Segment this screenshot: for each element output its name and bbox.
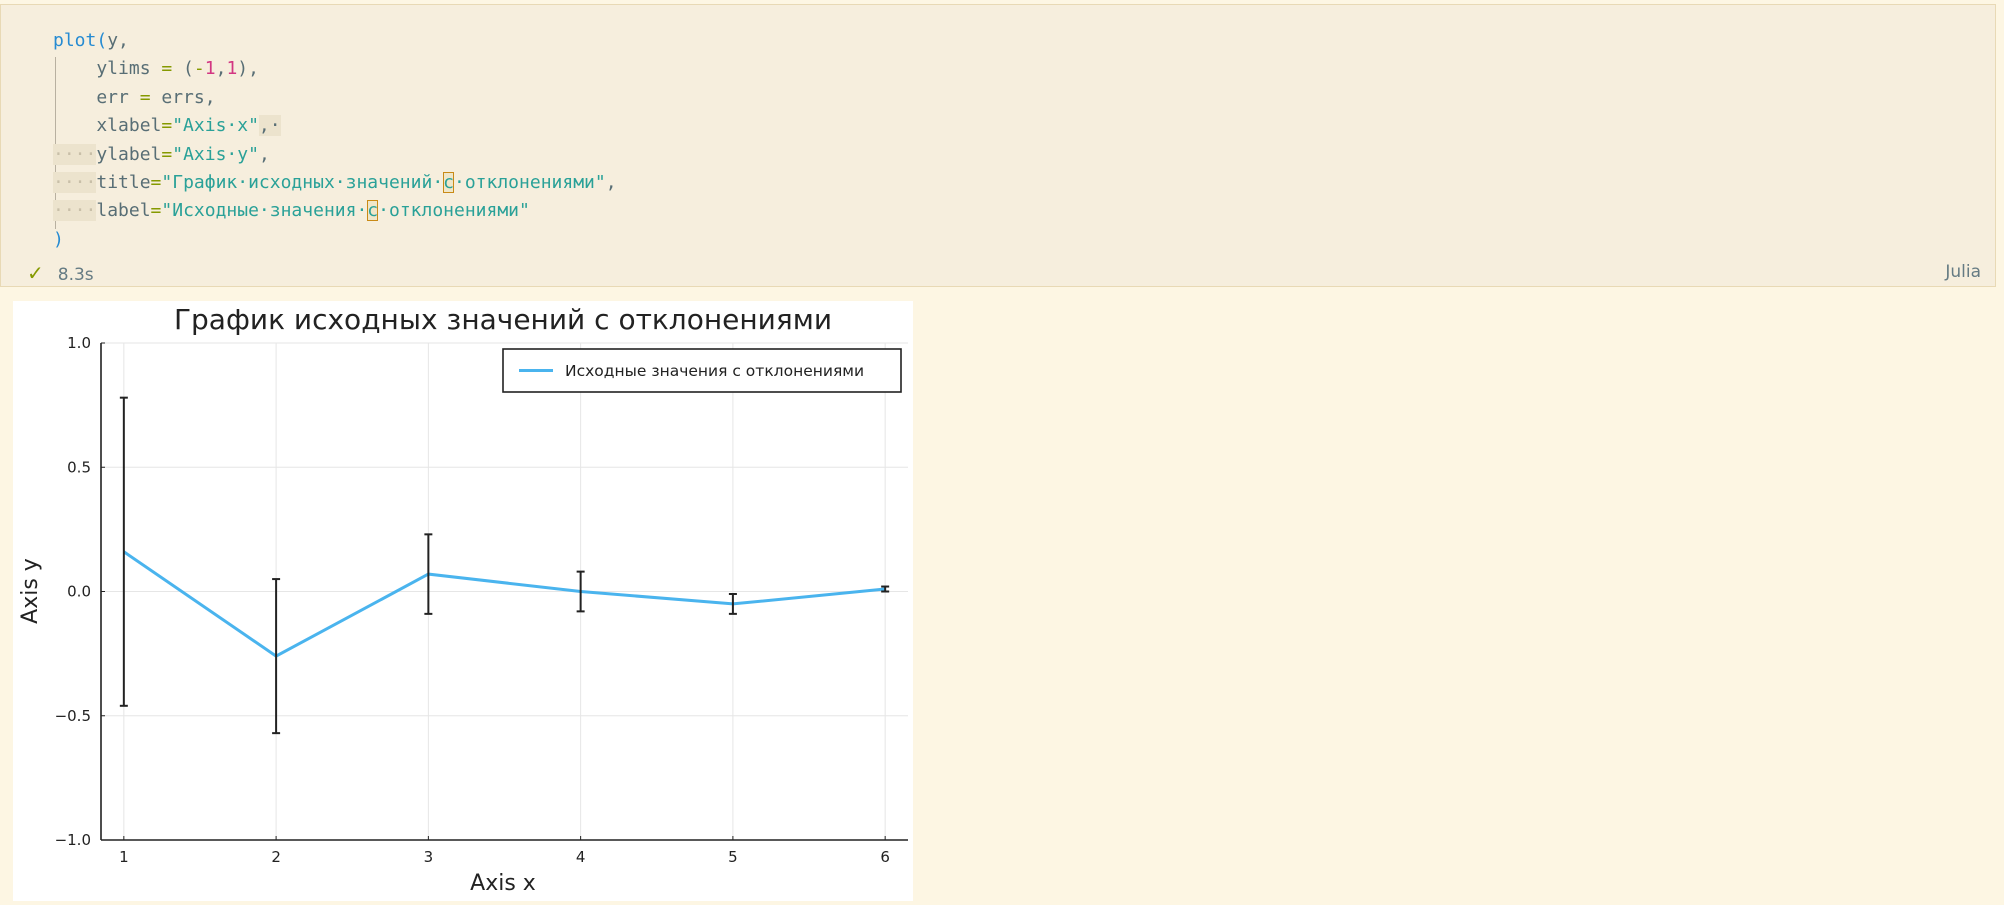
- y-tick-label: 1.0: [67, 334, 91, 352]
- y-tick-label: −0.5: [55, 707, 91, 725]
- cell-language-label[interactable]: Julia: [1945, 262, 1981, 282]
- y-tick-label: 0.0: [67, 583, 91, 601]
- code-token: errs,: [151, 87, 216, 108]
- code-token: ylabel: [96, 144, 161, 165]
- code-token: =: [151, 200, 162, 221]
- code-token: 1: [226, 58, 237, 79]
- code-token: ,: [259, 144, 270, 165]
- code-line: plot(y,: [53, 27, 617, 55]
- code-token: с: [443, 172, 454, 193]
- code-line: ····ylabel="Axis·y",: [53, 141, 617, 169]
- code-token: label: [96, 200, 150, 221]
- code-token: ····: [53, 200, 96, 221]
- code-line: xlabel="Axis·x",·: [53, 112, 617, 140]
- code-token: ,·: [259, 115, 281, 136]
- code-line: ylims = (-1,1),: [53, 55, 617, 83]
- y-tick-label: −1.0: [55, 831, 91, 849]
- code-line: ····title="График·исходных·значений·с·от…: [53, 169, 617, 197]
- legend-label: Исходные значения с отклонениями: [565, 362, 864, 380]
- x-tick-label: 4: [576, 848, 586, 866]
- code-token: =: [161, 144, 172, 165]
- x-tick-label: 5: [728, 848, 738, 866]
- code-token: y,: [107, 30, 129, 51]
- code-token: (: [96, 30, 107, 51]
- code-token: ····: [53, 172, 96, 193]
- code-line: ): [53, 226, 617, 254]
- code-token: ylims: [53, 58, 161, 79]
- code-token: "Исходные·значения·: [161, 200, 367, 221]
- code-token: ·отклонениями": [378, 200, 530, 221]
- code-token: ·отклонениями": [454, 172, 606, 193]
- plot-output: 1 2 3 4 5 6 −1.0 −0.5 0.0 0.5 1.0 График исходных з…: [13, 301, 913, 901]
- code-token: ,: [216, 58, 227, 79]
- x-tick-label: 2: [271, 848, 281, 866]
- code-line: err = errs,: [53, 84, 617, 112]
- code-token: ),: [237, 58, 259, 79]
- y-axis-label: Axis y: [18, 558, 43, 624]
- x-tick-label: 1: [119, 848, 129, 866]
- code-token: "Axis·x": [172, 115, 259, 136]
- chart-title: График исходных значений с отклонениями: [174, 303, 832, 336]
- x-tick-label: 3: [424, 848, 434, 866]
- x-axis-label: Axis x: [470, 871, 536, 896]
- series-line: [124, 552, 885, 656]
- code-line: ····label="Исходные·значения·с·отклонени…: [53, 197, 617, 225]
- x-tick-label: 6: [880, 848, 890, 866]
- code-token: ): [53, 229, 64, 250]
- code-token: title: [96, 172, 150, 193]
- code-token: =: [140, 87, 151, 108]
- y-tick-label: 0.5: [67, 458, 91, 476]
- code-token: =: [161, 115, 172, 136]
- cell-status: ✓ 8.3s: [27, 261, 94, 285]
- errorbar-line-chart: 1 2 3 4 5 6 −1.0 −0.5 0.0 0.5 1.0 График исходных з…: [13, 301, 913, 901]
- code-token: =: [151, 172, 162, 193]
- checkmark-icon: ✓: [27, 261, 44, 285]
- code-editor[interactable]: plot(y, ylims = (-1,1), err = errs, xlab…: [53, 27, 617, 254]
- code-token: plot: [53, 30, 96, 51]
- code-token: 1: [205, 58, 216, 79]
- code-token: err: [53, 87, 140, 108]
- code-cell[interactable]: plot(y, ylims = (-1,1), err = errs, xlab…: [0, 4, 1996, 287]
- code-token: ····: [53, 144, 96, 165]
- code-token: (: [172, 58, 194, 79]
- code-token: "Axis·y": [172, 144, 259, 165]
- code-token: xlabel: [53, 115, 161, 136]
- code-token: с: [367, 200, 378, 221]
- execution-time: 8.3s: [58, 265, 94, 285]
- code-token: -: [194, 58, 205, 79]
- code-token: "График·исходных·значений·: [161, 172, 443, 193]
- code-token: =: [161, 58, 172, 79]
- code-token: ,: [606, 172, 617, 193]
